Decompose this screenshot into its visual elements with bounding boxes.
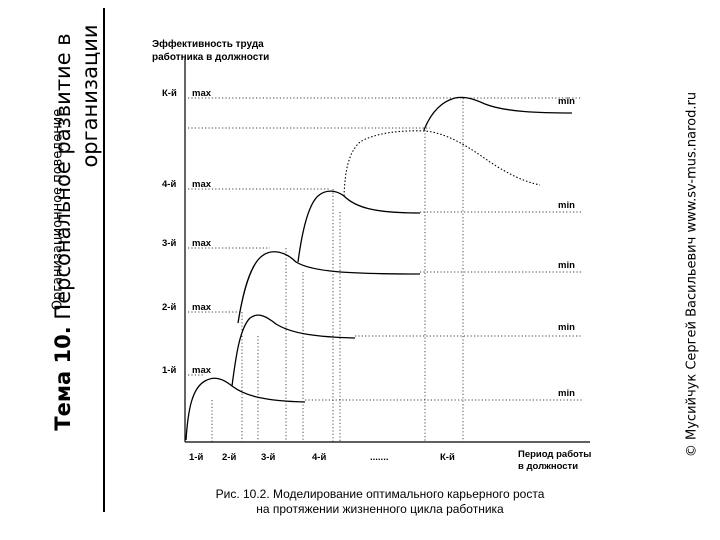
level-1-min: min — [558, 388, 575, 399]
level-k-max: max — [192, 88, 212, 99]
x-tick-2: 2-й — [222, 452, 236, 463]
level-4-position: 4-й — [162, 179, 176, 190]
level-3-max: max — [192, 238, 212, 249]
level-2-max: max — [192, 302, 212, 313]
level-k-position: К-й — [162, 88, 177, 99]
x-tick-3: 3-й — [261, 452, 275, 463]
level-k-min: min — [558, 96, 575, 107]
x-axis-label-line2: в должности — [518, 461, 578, 472]
caption-line1: Рис. 10.2. Моделирование оптимального ка… — [215, 487, 545, 501]
level-4-min: min — [558, 200, 575, 211]
curve-level-1 — [185, 377, 306, 441]
level-3-min: min — [558, 260, 575, 271]
curve-level-2 — [231, 314, 356, 387]
x-tick-1: 1-й — [189, 452, 203, 463]
caption-line2: на протяжении жизненного цикла работника — [256, 502, 504, 516]
figure-caption: Рис. 10.2. Моделирование оптимального ка… — [160, 487, 600, 517]
x-tick-k: К-й — [440, 452, 455, 463]
curve-level-3 — [237, 251, 421, 324]
level-3-position: 3-й — [162, 238, 176, 249]
x-axis-label-line1: Период работы — [518, 449, 591, 460]
sidebar-divider — [103, 8, 105, 512]
y-axis-label-line2: работника в должности — [152, 51, 269, 63]
level-2-min: min — [558, 322, 575, 333]
curve-level-4 — [297, 190, 421, 263]
level-1-max: max — [192, 365, 212, 376]
x-tick-4: 4-й — [312, 452, 326, 463]
level-4-max: max — [192, 179, 212, 190]
level-2-position: 2-й — [162, 302, 176, 313]
y-axis-label-line1: Эффективность труда — [152, 38, 264, 50]
x-tick-dots: ....... — [370, 452, 388, 463]
curve-level-k — [423, 96, 573, 131]
level-1-position: 1-й — [162, 365, 176, 376]
curve-dotted-trajectory — [343, 130, 541, 197]
